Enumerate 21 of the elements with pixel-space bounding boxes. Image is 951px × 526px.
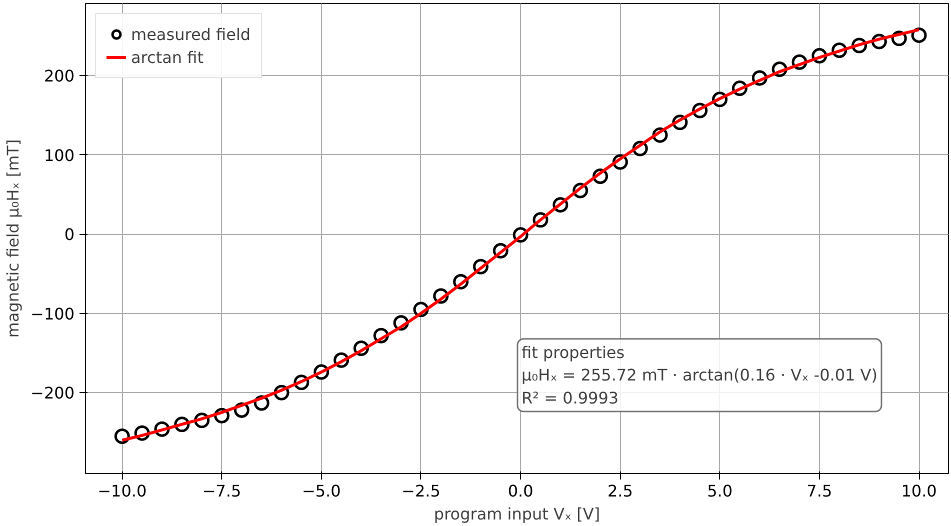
y-axis-title: magnetic field μ₀Hₓ [mT] — [4, 139, 23, 338]
x-tick-label: −5.0 — [302, 482, 341, 500]
legend-label: measured field — [131, 24, 251, 44]
x-tick-label: −2.5 — [402, 482, 440, 500]
annotation: R² = 0.9993 — [522, 388, 619, 408]
y-tick-label: −200 — [30, 384, 75, 403]
x-tick-label: 5.0 — [707, 482, 733, 500]
x-tick-label: 0.0 — [508, 482, 534, 500]
annotation: fit properties — [522, 342, 625, 362]
x-tick-label: 2.5 — [607, 482, 633, 500]
y-tick-label: 200 — [44, 66, 75, 86]
annotation: μ₀Hₓ = 255.72 mT · arctan(0.16 · Vₓ -0.01 V) — [522, 366, 878, 385]
y-tick-label: −100 — [30, 304, 75, 324]
y-tick-label: 100 — [44, 146, 75, 165]
legend-label: arctan fit — [131, 48, 204, 66]
x-tick-label: −7.5 — [202, 482, 242, 500]
x-tick-label: 7.5 — [806, 482, 832, 500]
x-tick-label: 10.0 — [901, 482, 937, 500]
x-tick-label: −10.0 — [98, 482, 147, 500]
x-axis-title: program input Vₓ [V] — [434, 504, 600, 524]
y-tick-label: 0 — [64, 225, 75, 244]
